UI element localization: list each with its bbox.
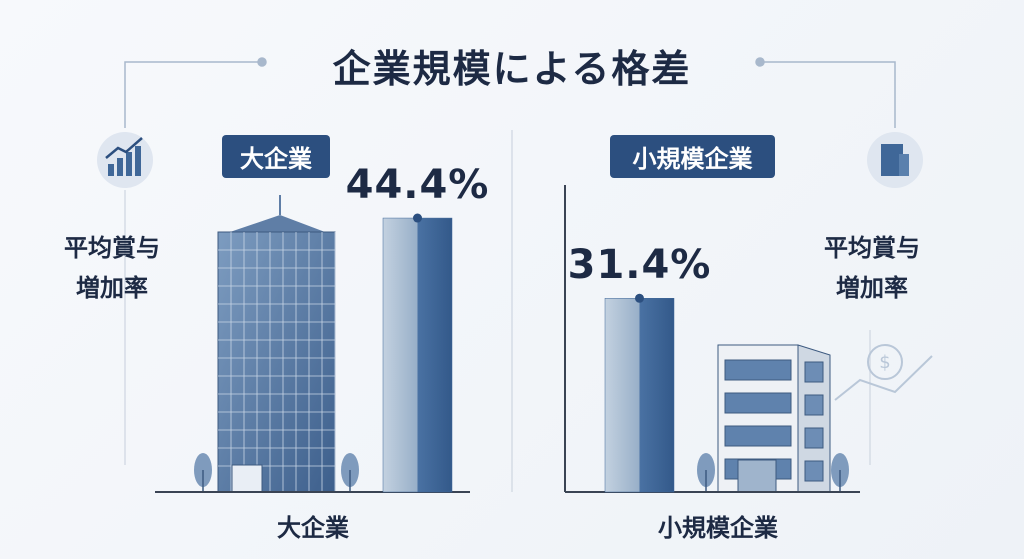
office-door — [737, 459, 777, 493]
bar-dot — [413, 213, 422, 223]
panel-tag: 小規模企業 — [610, 135, 775, 178]
office-window — [804, 394, 824, 416]
svg-text:$: $ — [879, 352, 890, 373]
tower-door — [231, 464, 263, 493]
office-window — [724, 392, 792, 414]
icon-dollar: $ — [834, 344, 933, 401]
category-label: 大企業 — [277, 514, 349, 542]
office-window — [804, 361, 824, 383]
value-label: 31.4% — [567, 242, 712, 289]
y-axis-label: 平均賞与増加率 — [64, 234, 160, 302]
panel-tag: 大企業 — [222, 135, 330, 178]
icon-building — [867, 132, 923, 188]
bar-dot — [635, 293, 644, 303]
office-window — [724, 359, 792, 381]
value-label: 44.4% — [345, 162, 490, 209]
tower-top — [230, 215, 325, 232]
office-window — [804, 427, 824, 449]
buildings — [194, 195, 849, 493]
office-window — [724, 425, 792, 447]
category-label: 小規模企業 — [658, 514, 778, 542]
bar — [604, 298, 675, 493]
y-axis-label: 平均賞与増加率 — [824, 234, 920, 302]
bar — [382, 217, 453, 493]
icon-chart — [97, 132, 153, 188]
office-window — [804, 460, 824, 482]
tower — [217, 231, 336, 493]
title: 企業規模による格差 — [332, 47, 692, 91]
